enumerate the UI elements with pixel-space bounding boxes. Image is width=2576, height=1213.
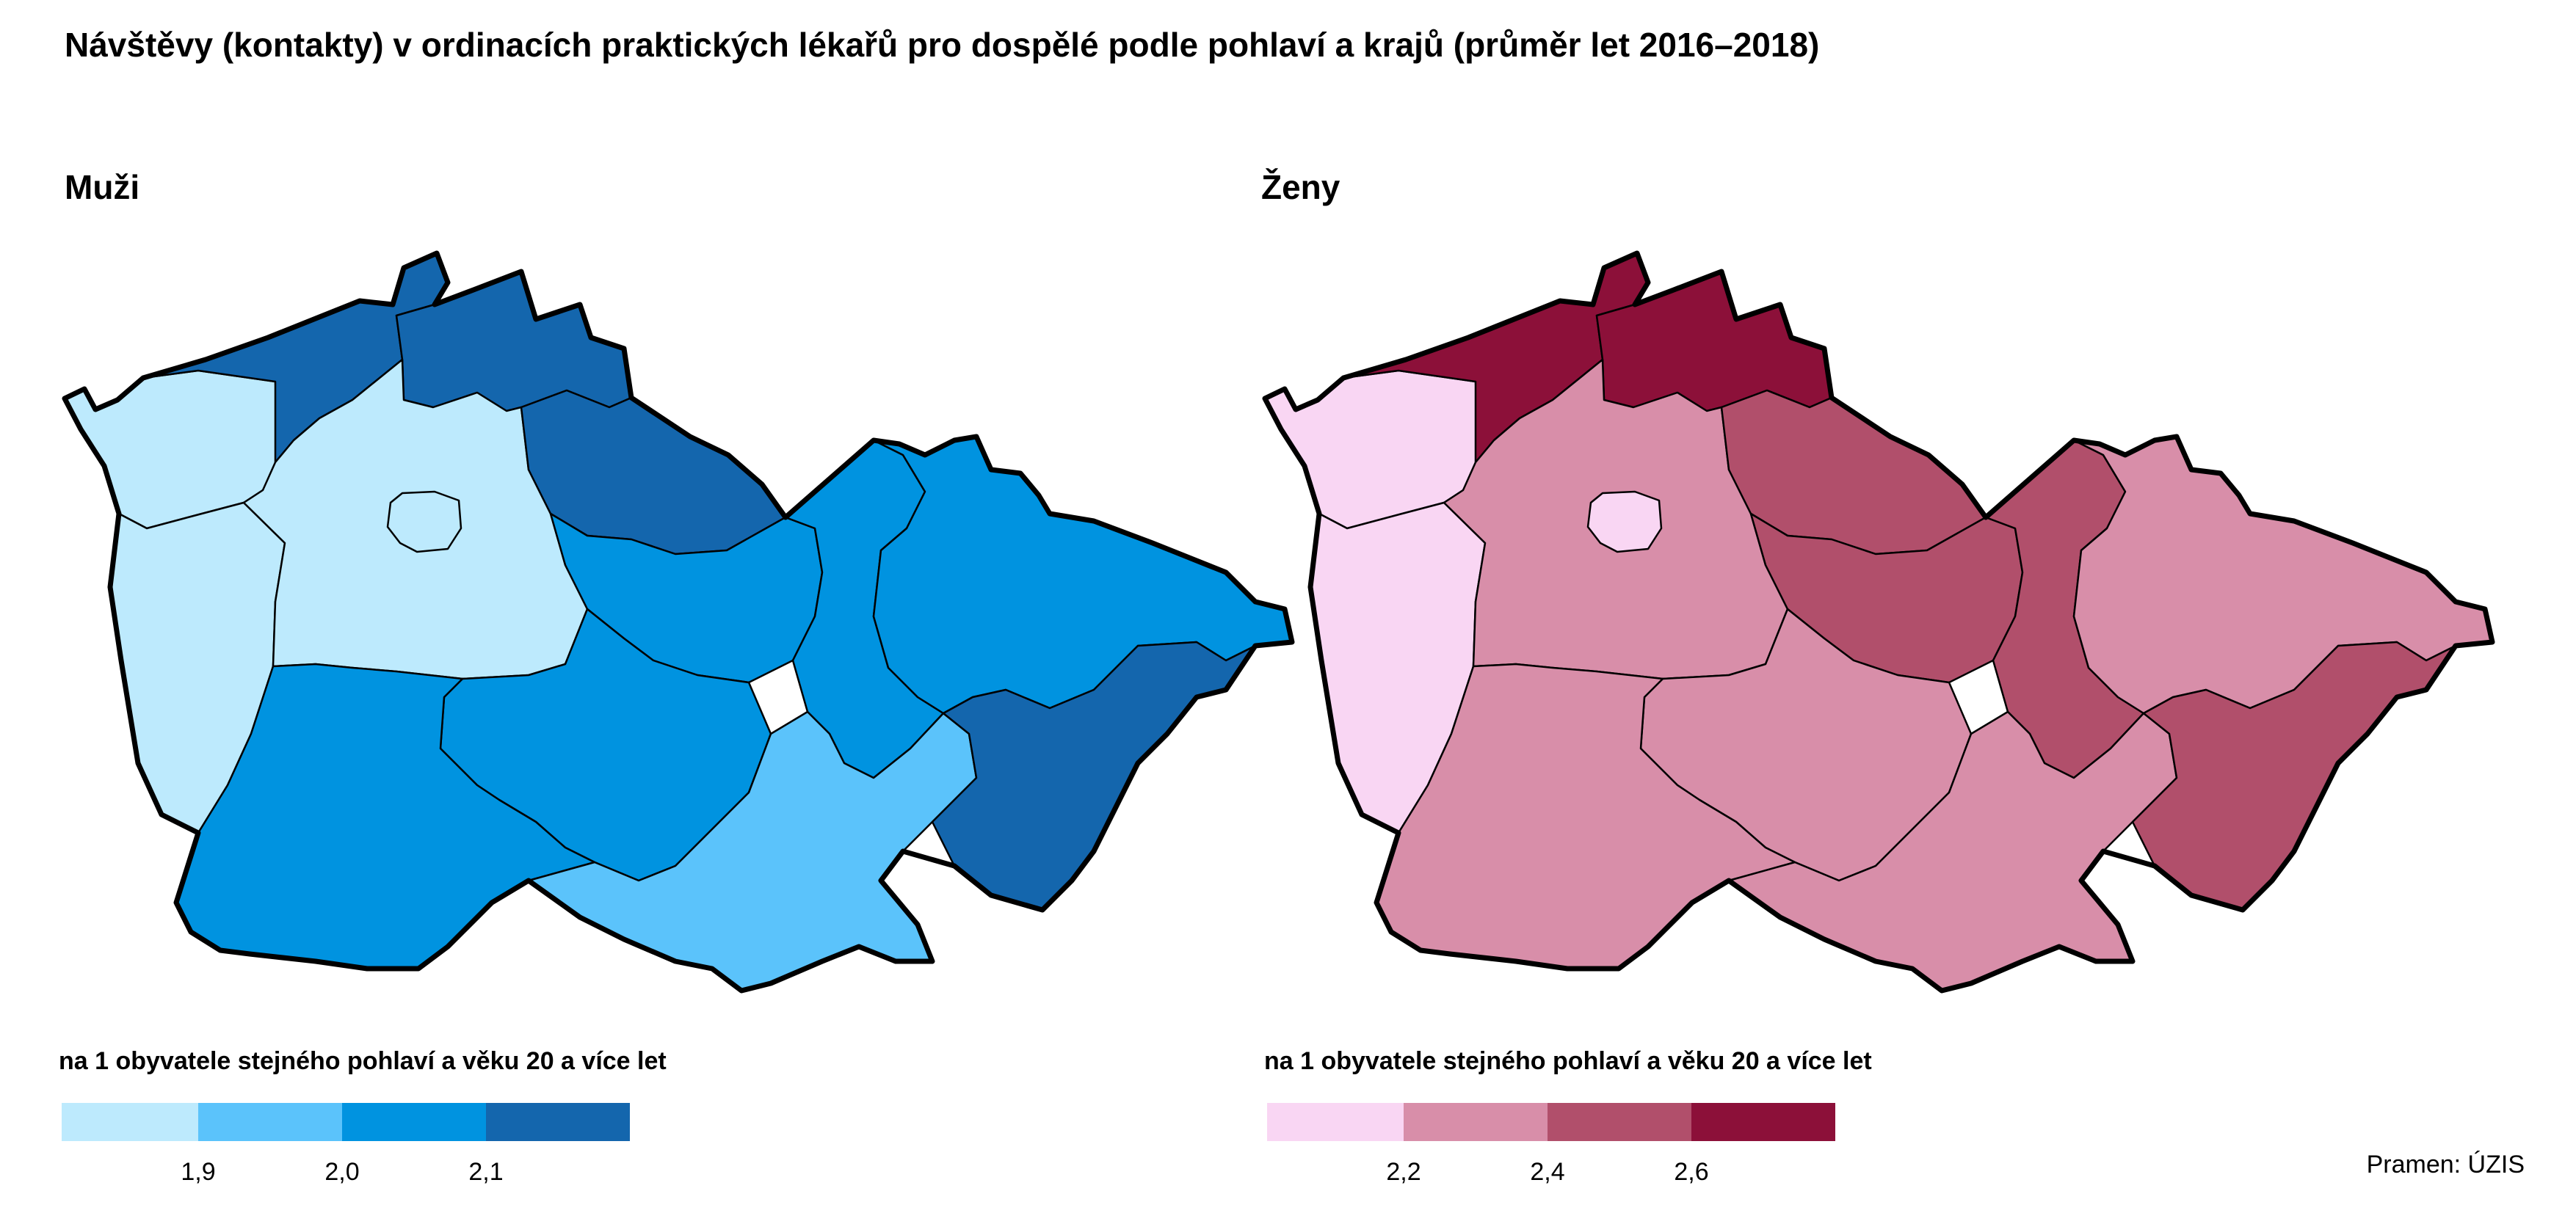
legend-swatch — [1267, 1103, 1404, 1141]
legend-swatch — [1548, 1103, 1691, 1141]
country-border-muzi — [62, 250, 1295, 994]
map-muzi — [62, 250, 1295, 994]
legend-swatch — [1691, 1103, 1835, 1141]
region-praha — [1586, 490, 1663, 553]
legend-swatch — [198, 1103, 342, 1141]
legend-tick: 2,6 — [1674, 1158, 1709, 1186]
legend-bar-muzi — [62, 1103, 630, 1141]
legend-tick: 2,1 — [468, 1158, 504, 1186]
legend-tick: 2,2 — [1386, 1158, 1421, 1186]
legend-swatch — [486, 1103, 630, 1141]
legend-caption-zeny: na 1 obyvatele stejného pohlaví a věku 2… — [1264, 1047, 1872, 1075]
legend-caption-muzi: na 1 obyvatele stejného pohlaví a věku 2… — [59, 1047, 667, 1075]
legend-swatch — [342, 1103, 486, 1141]
legend-swatch — [62, 1103, 198, 1141]
panel-title-zeny: Ženy — [1261, 168, 1340, 206]
legend-bar-zeny — [1267, 1103, 1835, 1141]
legend-swatch — [1404, 1103, 1548, 1141]
figure-title: Návštěvy (kontakty) v ordinacích praktic… — [65, 26, 1820, 64]
panel-title-muzi: Muži — [65, 168, 140, 206]
map-zeny — [1262, 250, 2495, 994]
legend-tick: 1,9 — [181, 1158, 216, 1186]
source-note: Pramen: ÚZIS — [2366, 1151, 2525, 1179]
country-border-zeny — [1262, 250, 2495, 994]
legend-tick: 2,0 — [324, 1158, 360, 1186]
legend-tick: 2,4 — [1530, 1158, 1565, 1186]
region-praha — [386, 490, 462, 553]
